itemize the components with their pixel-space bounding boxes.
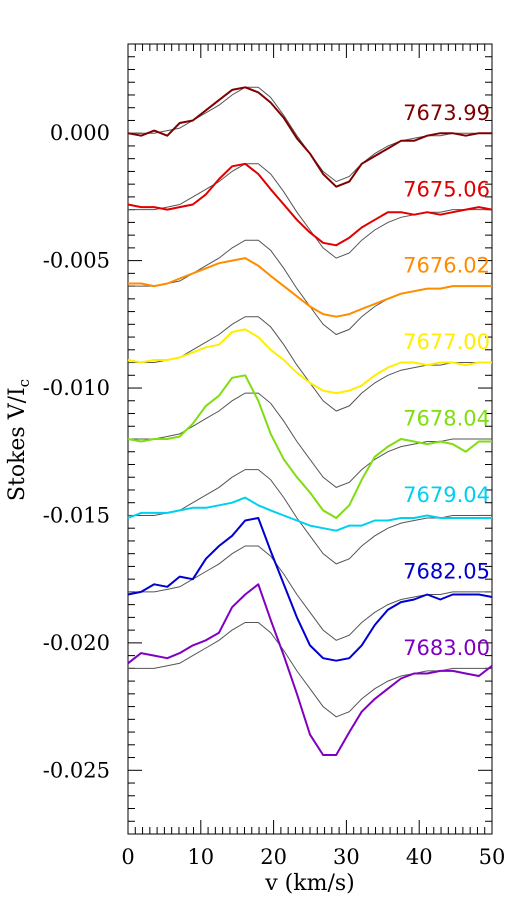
series-label: 7675.06 [403,177,490,201]
series-label: 7673.99 [403,101,490,125]
x-axis-title: v (km/s) [264,871,354,896]
series-line [127,328,492,395]
y-tick-label: -0.010 [43,376,110,400]
x-tick-label: 40 [406,845,433,869]
data-profiles [127,86,493,756]
series-line [127,374,492,519]
series-line [127,162,493,247]
series-label: 7683.00 [403,636,490,660]
axis-ticks [127,43,493,835]
x-tick-labels: 0 10 20 30 40 50 [121,845,505,869]
model-line [128,469,492,565]
y-axis-title: Stokes V/Ic [5,379,33,501]
series-label: 7677.00 [403,330,490,354]
model-line [128,622,492,718]
x-tick-label: 30 [333,845,360,869]
series-line [127,583,493,756]
y-tick-label: -0.005 [43,249,110,273]
y-tick-label: -0.015 [43,503,110,527]
plot-frame [127,43,493,835]
x-tick-label: 10 [187,845,214,869]
y-tick-labels: 0.000 -0.005 -0.010 -0.015 -0.020 -0.025 [43,121,110,782]
y-axis-title-subscript: c [15,379,33,387]
model-line [128,545,492,641]
series-line [127,86,492,188]
y-axis-title-main: Stokes V/I [5,387,30,501]
series-line [128,257,492,318]
series-label: 7682.05 [403,560,490,584]
x-tick-label: 0 [121,845,134,869]
series-label: 7676.02 [403,254,490,278]
y-tick-label: -0.020 [43,631,110,655]
x-tick-label: 50 [479,845,506,869]
series-label: 7679.04 [403,483,490,507]
x-tick-label: 20 [260,845,287,869]
series-line [127,517,493,662]
series-line [127,496,492,532]
y-tick-label: -0.025 [43,758,110,782]
series-label: 7678.04 [403,407,490,431]
series-labels: 7673.99 7675.06 7676.02 7677.00 7678.04 7679.… [403,101,490,660]
y-tick-label: 0.000 [50,121,110,145]
